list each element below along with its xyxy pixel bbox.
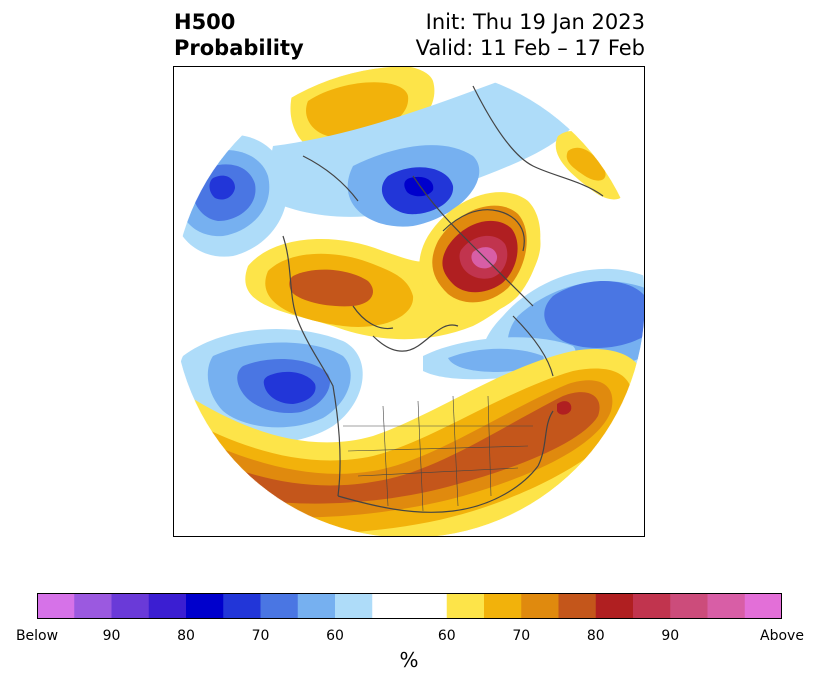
colorbar-tick-label: 60 <box>437 628 456 644</box>
coastlines <box>282 85 604 513</box>
colorbar-cell <box>111 593 150 619</box>
colorbar-cell <box>744 593 782 619</box>
anomaly-below-east-core <box>544 281 645 348</box>
anomaly-below-pacific-strong <box>263 371 316 404</box>
title-line-1: H500 <box>174 10 236 34</box>
map-panel <box>173 66 645 537</box>
colorbar-cell <box>372 593 448 619</box>
colorbar-cell <box>37 593 75 619</box>
valid-range: Valid: 11 Feb – 17 Feb <box>415 36 645 60</box>
colorbar <box>37 593 782 619</box>
colorbar-cell <box>297 593 336 619</box>
colorbar-cell <box>446 593 485 619</box>
colorbar-cell <box>74 593 112 619</box>
colorbar-tick-label: Above <box>760 628 804 644</box>
anomaly-above-north-america-strong <box>193 380 613 518</box>
colorbar-cell <box>335 593 373 619</box>
colorbar-cell <box>484 593 522 619</box>
anomaly-below-canada-core <box>448 348 544 372</box>
colorbar-tick-label: 90 <box>661 628 680 644</box>
colorbar-cell <box>633 593 671 619</box>
anomaly-below-arctic-band <box>263 72 579 217</box>
anomaly-above-central-core <box>289 269 373 307</box>
colorbar-cell <box>558 593 597 619</box>
probability-field <box>173 66 645 537</box>
colorbar-tick-label: 80 <box>586 628 605 644</box>
colorbar-tick-label: 80 <box>177 628 195 644</box>
colorbar-cell <box>148 593 187 619</box>
init-date: Init: Thu 19 Jan 2023 <box>425 10 645 34</box>
anomaly-below-siberia-peak <box>404 176 434 197</box>
colorbar-unit-label: % <box>399 648 419 672</box>
title-left: H500 Probability <box>174 9 304 61</box>
title-right: Init: Thu 19 Jan 2023 Valid: 11 Feb – 17… <box>416 9 645 61</box>
colorbar-tick-label: 60 <box>326 628 344 644</box>
colorbar-cell <box>260 593 299 619</box>
colorbar-tick-label: 70 <box>251 628 270 644</box>
colorbar-cell <box>595 593 634 619</box>
anomaly-above-atlantic-peak <box>557 401 572 415</box>
colorbar-cell <box>186 593 224 619</box>
colorbar-tick-label: 90 <box>102 628 121 644</box>
colorbar-cell <box>223 593 261 619</box>
state-borders <box>343 395 533 512</box>
colorbar-cell <box>670 593 708 619</box>
colorbar-tick-label: 70 <box>512 628 531 644</box>
anomaly-above-east-core <box>566 147 606 181</box>
colorbar-tick-label: Below <box>15 628 59 644</box>
colorbar-cell <box>521 593 559 619</box>
title-line-2: Probability <box>174 36 304 60</box>
anomaly-below-west-peak <box>209 175 235 200</box>
colorbar-cell <box>707 593 746 619</box>
